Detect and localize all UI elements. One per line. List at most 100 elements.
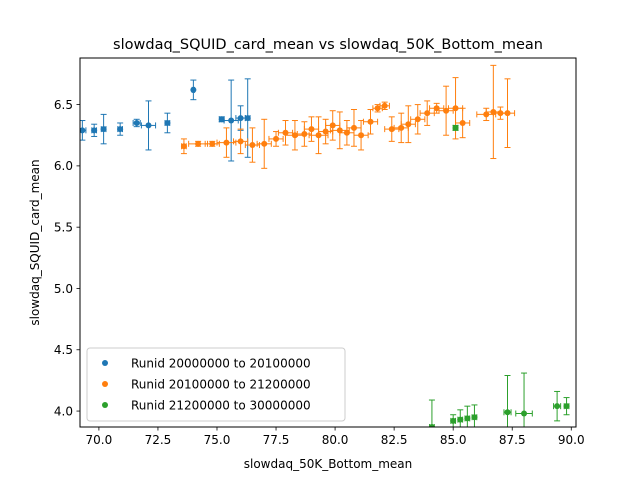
data-point xyxy=(188,140,209,147)
x-axis-label: slowdaq_50K_Bottom_mean xyxy=(244,457,413,471)
point-marker xyxy=(273,135,280,142)
point-marker xyxy=(308,126,315,133)
point-marker xyxy=(249,142,256,149)
point-marker xyxy=(381,102,388,109)
data-point xyxy=(400,105,416,144)
point-marker xyxy=(554,403,561,410)
data-point xyxy=(117,122,124,136)
legend: Runid 20000000 to 20100000 Runid 20100000… xyxy=(86,347,346,422)
point-marker xyxy=(190,86,197,93)
x-tick-label: 75.0 xyxy=(204,433,231,447)
data-point xyxy=(164,112,171,134)
data-point xyxy=(393,112,409,144)
point-marker xyxy=(329,122,336,129)
y-tick-label: 4.0 xyxy=(54,404,73,418)
x-tick-label: 82.5 xyxy=(381,433,408,447)
point-marker xyxy=(452,124,459,131)
point-marker xyxy=(405,121,412,128)
x-tick-label: 87.5 xyxy=(499,433,526,447)
data-point xyxy=(379,101,390,110)
point-marker xyxy=(563,403,570,410)
legend-marker xyxy=(102,360,108,366)
point-marker xyxy=(133,119,140,126)
x-tick-label: 80.0 xyxy=(322,433,349,447)
data-point xyxy=(204,140,220,147)
data-point xyxy=(216,127,237,158)
series-2 xyxy=(180,64,516,169)
point-marker xyxy=(521,410,528,417)
point-marker xyxy=(471,414,478,421)
point-marker xyxy=(145,122,152,129)
point-marker xyxy=(452,105,459,112)
data-point xyxy=(140,100,157,151)
point-marker xyxy=(414,116,421,123)
point-marker xyxy=(291,132,298,139)
point-marker xyxy=(350,124,357,131)
point-marker xyxy=(424,110,431,117)
point-marker xyxy=(223,139,230,146)
point-marker xyxy=(504,409,511,416)
data-point xyxy=(455,107,471,139)
x-tick-label: 90.0 xyxy=(558,433,585,447)
data-point xyxy=(563,397,570,416)
x-tick-label: 72.5 xyxy=(145,433,172,447)
data-point xyxy=(450,414,457,427)
legend-marker xyxy=(102,381,108,387)
point-marker xyxy=(164,119,171,126)
plot-area xyxy=(80,64,570,427)
data-point xyxy=(428,399,435,427)
point-marker xyxy=(315,132,322,139)
point-marker xyxy=(244,115,251,122)
data-point xyxy=(233,128,249,155)
data-point xyxy=(180,138,187,155)
point-marker xyxy=(100,126,107,133)
legend-box xyxy=(86,347,346,422)
point-marker xyxy=(261,140,268,147)
point-marker xyxy=(218,116,225,123)
data-point xyxy=(223,79,239,162)
data-point xyxy=(91,123,98,137)
data-point xyxy=(80,120,87,141)
y-tick-label: 6.0 xyxy=(54,159,73,173)
x-tick-label: 85.0 xyxy=(440,433,467,447)
point-marker xyxy=(180,143,187,150)
point-marker xyxy=(450,417,457,424)
data-point xyxy=(503,375,512,427)
legend-label: Runid 21200000 to 30000000 xyxy=(131,398,311,412)
point-marker xyxy=(301,131,308,138)
legend-label: Runid 20000000 to 20100000 xyxy=(131,356,311,370)
data-point xyxy=(339,120,355,146)
point-marker xyxy=(195,140,202,147)
data-point xyxy=(132,118,141,128)
data-point xyxy=(457,409,464,427)
data-point xyxy=(256,118,272,169)
point-marker xyxy=(209,140,216,147)
data-point xyxy=(419,100,435,126)
point-marker xyxy=(80,127,86,134)
data-point xyxy=(499,78,516,148)
y-axis-ticks: 4.0 4.5 5.0 5.5 6.0 6.5 xyxy=(54,98,80,418)
series-3 xyxy=(428,124,570,427)
point-marker xyxy=(504,110,511,117)
data-point xyxy=(471,404,478,427)
data-point xyxy=(218,116,225,123)
data-point xyxy=(553,390,562,422)
point-marker xyxy=(459,119,466,126)
series-1 xyxy=(80,78,251,162)
point-marker xyxy=(443,107,450,114)
data-point xyxy=(438,85,454,136)
point-marker xyxy=(367,118,374,125)
data-point xyxy=(325,110,341,141)
data-point xyxy=(452,124,459,131)
point-marker xyxy=(117,126,124,133)
data-point xyxy=(353,120,369,151)
x-tick-label: 70.0 xyxy=(86,433,113,447)
y-tick-label: 5.5 xyxy=(54,220,73,234)
point-marker xyxy=(358,132,365,139)
data-point xyxy=(346,108,362,147)
data-point xyxy=(515,372,533,427)
data-point xyxy=(384,116,400,142)
point-marker xyxy=(433,105,440,112)
point-marker xyxy=(374,105,381,112)
